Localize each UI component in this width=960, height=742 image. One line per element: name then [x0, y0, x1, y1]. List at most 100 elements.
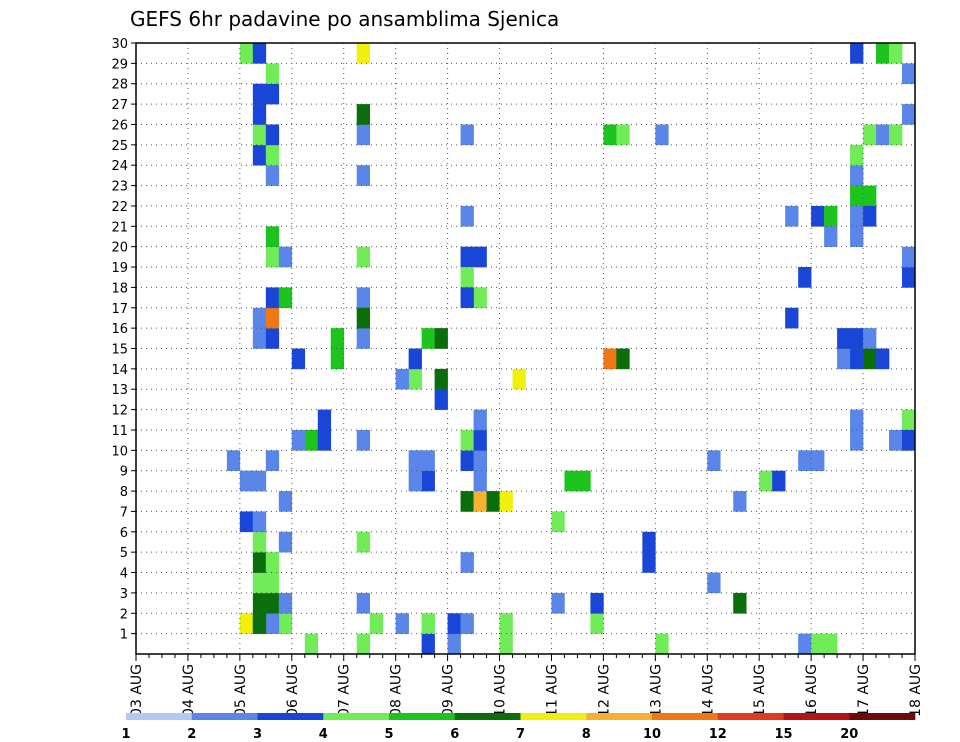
precip-cell — [317, 409, 332, 431]
legend-swatch — [717, 713, 784, 720]
precip-cell — [265, 165, 280, 186]
y-tick-label: 17 — [111, 302, 128, 317]
precip-cell — [551, 592, 565, 614]
precip-cell — [824, 633, 838, 655]
x-tick-label: 07 AUG — [337, 664, 353, 717]
legend-swatch — [783, 713, 850, 720]
precip-cell — [265, 287, 280, 309]
precip-cell — [304, 429, 319, 451]
x-tick-label: 06 AUG — [285, 664, 301, 717]
color-legend: 1 2 3 4 5 6 7 8 10 12 15 20 — [121, 713, 916, 742]
y-tick-label: 19 — [111, 261, 128, 276]
precip-cell — [278, 491, 293, 512]
y-tick-label: 10 — [111, 444, 128, 459]
precip-cell — [473, 429, 487, 451]
chart-title: GEFS 6hr padavine po ansamblima Sjenica — [130, 7, 559, 31]
precip-cell — [811, 633, 825, 655]
legend-label: 3 — [253, 727, 262, 742]
precip-cell — [356, 104, 370, 125]
precip-cell — [265, 124, 280, 146]
precip-cell — [356, 124, 370, 146]
legend-swatch — [389, 713, 456, 720]
precip-cell — [252, 572, 267, 594]
precip-cell — [824, 205, 838, 227]
x-tick-label: 10 AUG — [493, 664, 509, 717]
precip-cell — [434, 389, 448, 410]
y-tick-label: 20 — [111, 241, 128, 256]
precip-cell — [252, 531, 267, 553]
y-tick-label: 16 — [111, 322, 128, 337]
precip-cell — [460, 267, 474, 288]
precip-cell — [850, 328, 864, 349]
precip-cell — [655, 633, 669, 655]
precip-cell — [434, 368, 448, 390]
legend-label: 15 — [774, 727, 792, 742]
precip-cell — [278, 613, 293, 634]
precip-cell — [434, 328, 448, 349]
y-tick-label: 13 — [111, 383, 128, 398]
precip-cell — [616, 124, 630, 146]
y-tick-label: 1 — [120, 628, 128, 643]
precip-cell — [902, 104, 916, 125]
precip-cell — [564, 470, 578, 492]
y-tick-label: 18 — [111, 281, 128, 296]
precip-cell — [486, 491, 500, 512]
precip-cell — [356, 246, 370, 268]
precip-cell — [460, 205, 474, 227]
precip-cell — [226, 450, 241, 471]
y-tick-label: 14 — [111, 363, 128, 378]
precip-cell — [447, 633, 461, 655]
precip-cell — [252, 124, 267, 146]
precip-cell — [499, 491, 513, 512]
precip-cell — [408, 368, 422, 390]
precip-cell — [356, 531, 370, 553]
precip-cell — [356, 43, 370, 64]
legend-label: 20 — [840, 727, 858, 742]
precip-cell — [252, 43, 267, 64]
x-tick-label: 03 AUG — [129, 664, 145, 717]
precip-cell — [603, 124, 617, 146]
precip-cell — [278, 531, 293, 553]
precip-cell — [460, 450, 474, 471]
precip-cell — [876, 124, 890, 146]
precip-cell — [265, 144, 280, 166]
legend-swatch — [454, 713, 521, 720]
precip-cell — [863, 185, 877, 207]
precip-cell — [265, 572, 280, 594]
precip-cell — [473, 470, 487, 492]
precip-cell — [655, 124, 669, 146]
precip-cell — [902, 246, 916, 268]
x-tick-label: 09 AUG — [441, 664, 457, 717]
precip-cell — [265, 328, 280, 349]
y-tick-label: 22 — [111, 200, 128, 215]
y-tick-label: 11 — [111, 424, 128, 439]
y-tick-label: 25 — [111, 139, 128, 154]
precip-cell — [291, 429, 306, 451]
precip-cell — [265, 552, 280, 573]
y-tick-label: 23 — [111, 180, 128, 195]
precip-cell — [798, 267, 812, 288]
precip-cell — [265, 246, 280, 268]
precip-cell — [850, 409, 864, 431]
precip-cell — [590, 592, 604, 614]
precip-cell — [395, 368, 409, 390]
precip-cell — [278, 592, 293, 614]
legend-swatch — [520, 713, 587, 720]
precip-cell — [252, 83, 267, 105]
precip-cell — [603, 348, 617, 370]
precip-cell — [863, 328, 877, 349]
precip-cell — [850, 185, 864, 207]
precip-cell — [447, 613, 461, 634]
precip-cell — [408, 348, 422, 370]
precip-cell — [850, 43, 864, 64]
precip-cell — [499, 613, 513, 634]
precip-cell — [356, 429, 370, 451]
precip-cell — [863, 205, 877, 227]
y-tick-label: 9 — [120, 465, 128, 480]
precip-cell — [265, 307, 280, 329]
precip-cell — [473, 287, 487, 309]
precip-cell — [395, 613, 409, 634]
precip-cell — [356, 307, 370, 329]
precip-cell — [863, 348, 877, 370]
precip-cell — [707, 450, 721, 471]
